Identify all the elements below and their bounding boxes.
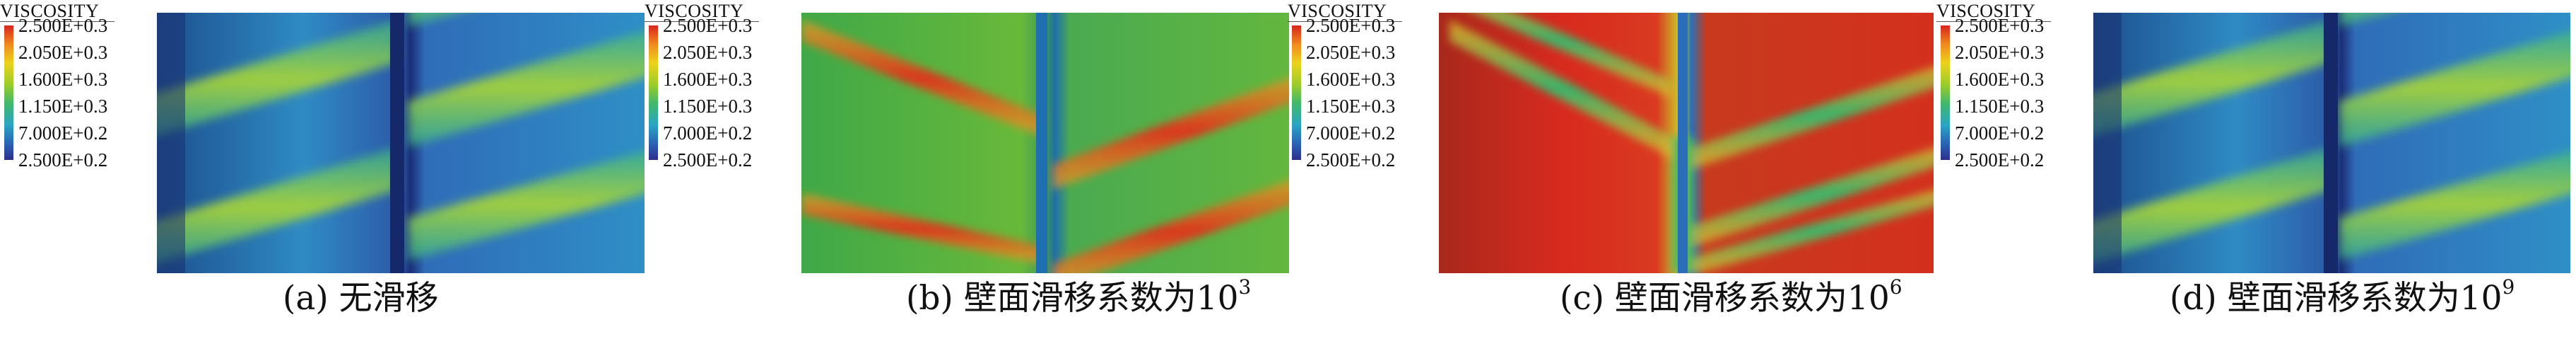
legend-tick: 1.600E+0.3: [18, 69, 108, 90]
legend-title: VISCOSITY: [1936, 1, 2052, 22]
viscosity-field-image: [1439, 13, 1934, 273]
legend-tick: 1.600E+0.3: [1306, 69, 1396, 90]
caption-exponent: 6: [1889, 275, 1902, 299]
panel-b: VISCOSITY 2.500E+0.3 2.050E+0.3 1.600E+0…: [645, 0, 1291, 339]
panel-a: VISCOSITY 2.500E+0.3 2.050E+0.3 1.600E+0…: [0, 0, 650, 339]
panel-d: VISCOSITY 2.500E+0.3 2.050E+0.3 1.600E+0…: [1936, 0, 2576, 339]
legend-ticks: 2.500E+0.3 2.050E+0.3 1.600E+0.3 1.150E+…: [1955, 15, 2089, 171]
legend-tick: 2.500E+0.2: [663, 149, 753, 171]
legend-tick: 1.600E+0.3: [663, 69, 753, 90]
legend-tick: 2.050E+0.3: [18, 42, 108, 63]
colorbar: [649, 25, 658, 160]
panel-caption: (c) 壁面滑移系数为106: [1560, 277, 1902, 320]
legend-tick: 1.150E+0.3: [18, 96, 108, 117]
panel-caption: (a) 无滑移: [283, 277, 439, 320]
legend-tick: 2.500E+0.3: [18, 15, 108, 36]
legend-tick: 2.050E+0.3: [1306, 42, 1396, 63]
legend-tick: 2.500E+0.2: [18, 149, 108, 171]
legend-tick: 2.500E+0.2: [1306, 149, 1396, 171]
panel-caption: (d) 壁面滑移系数为109: [2170, 277, 2515, 320]
colorbar: [4, 25, 13, 160]
legend-tick: 7.000E+0.2: [18, 122, 108, 144]
legend-tick: 2.500E+0.3: [1306, 15, 1396, 36]
legend-ticks: 2.500E+0.3 2.050E+0.3 1.600E+0.3 1.150E+…: [18, 15, 153, 171]
viscosity-field-image: [2093, 13, 2570, 273]
caption-exponent: 3: [1238, 275, 1252, 299]
legend-tick: 2.050E+0.3: [1955, 42, 2045, 63]
legend-tick: 1.600E+0.3: [1955, 69, 2045, 90]
legend-tick: 1.150E+0.3: [1955, 96, 2045, 117]
panel-caption: (b) 壁面滑移系数为103: [906, 277, 1251, 320]
panel-c: VISCOSITY 2.500E+0.3 2.050E+0.3 1.600E+0…: [1288, 0, 1941, 339]
legend-tick: 7.000E+0.2: [1306, 122, 1396, 144]
legend-tick: 2.500E+0.2: [1955, 149, 2045, 171]
legend-title: VISCOSITY: [0, 1, 115, 22]
viscosity-field-image: [157, 13, 645, 273]
viscosity-field-image: [801, 13, 1289, 273]
colorbar: [1292, 25, 1301, 160]
legend-tick: 7.000E+0.2: [663, 122, 753, 144]
legend-tick: 2.050E+0.3: [663, 42, 753, 63]
caption-text: (d) 壁面滑移系数为10: [2170, 279, 2503, 318]
legend-tick: 1.150E+0.3: [1306, 96, 1396, 117]
legend-tick: 7.000E+0.2: [1955, 122, 2045, 144]
legend-title: VISCOSITY: [1288, 1, 1403, 22]
legend-title: VISCOSITY: [645, 1, 760, 22]
colorbar: [1941, 25, 1950, 160]
legend-tick: 2.500E+0.3: [1955, 15, 2045, 36]
caption-text: (c) 壁面滑移系数为10: [1560, 279, 1890, 318]
legend-tick: 1.150E+0.3: [663, 96, 753, 117]
legend-ticks: 2.500E+0.3 2.050E+0.3 1.600E+0.3 1.150E+…: [1306, 15, 1440, 171]
caption-exponent: 9: [2502, 275, 2515, 299]
caption-text: (b) 壁面滑移系数为10: [906, 279, 1239, 318]
legend-ticks: 2.500E+0.3 2.050E+0.3 1.600E+0.3 1.150E+…: [663, 15, 797, 171]
caption-text: (a) 无滑移: [283, 279, 439, 318]
legend-tick: 2.500E+0.3: [663, 15, 753, 36]
